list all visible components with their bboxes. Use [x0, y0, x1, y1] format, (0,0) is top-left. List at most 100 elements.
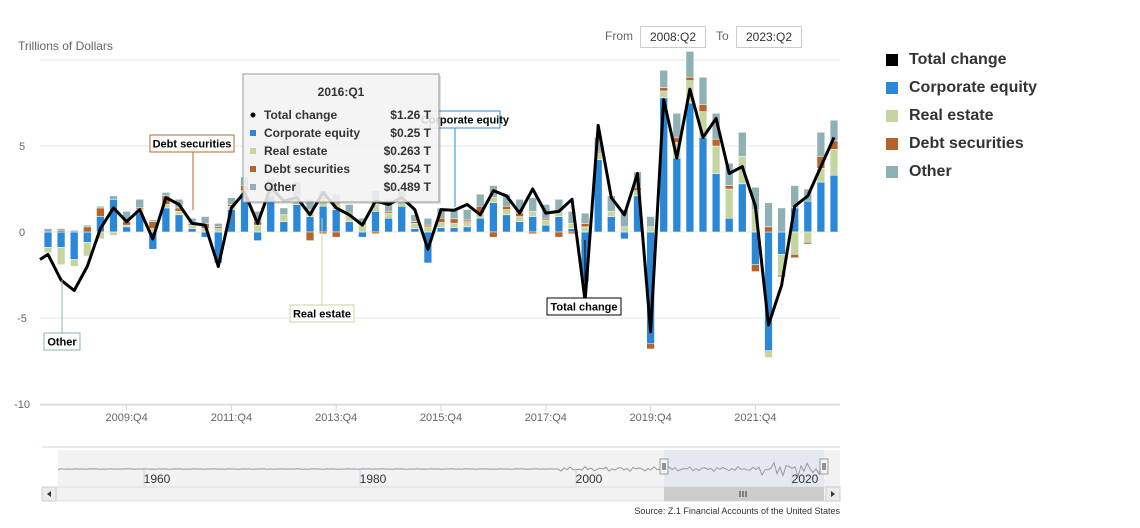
tooltip-row-label: Debt securities: [264, 162, 350, 176]
annotation-real-estate-box: [289, 304, 355, 323]
tooltip-box: [242, 73, 440, 203]
legend-item-real-estate[interactable]: Real estate: [886, 102, 1037, 130]
bar-real-estate: [725, 188, 734, 219]
navigator-year-label: 2020: [792, 472, 819, 486]
bar-real-estate: [109, 231, 118, 236]
bar-real-estate: [384, 212, 393, 219]
tooltip-marker: [250, 166, 256, 172]
bar-debt-securities: [711, 138, 721, 147]
tooltip-title: 2016:Q1: [318, 85, 365, 99]
annotation-real-estate-text: Real estate: [293, 309, 351, 321]
bar-corporate-equity: [436, 227, 446, 233]
y-tick-label: 5: [19, 141, 25, 153]
x-tick-label: 2009:Q4: [105, 412, 147, 424]
legend-swatch: [886, 54, 898, 66]
bar-debt-securities: [646, 343, 655, 350]
legend-item-debt-securities[interactable]: Debt securities: [886, 130, 1037, 158]
bar-other: [738, 131, 747, 157]
navigator-handle-left[interactable]: [659, 458, 669, 475]
bar-debt-securities: [659, 87, 668, 92]
bar-corporate-equity: [332, 209, 341, 233]
bar-real-estate: [711, 145, 721, 174]
x-tick-label: 2021:Q4: [734, 412, 776, 424]
bar-corporate-equity: [174, 214, 184, 233]
range-navigator[interactable]: 1960 1980 2000 2020: [41, 446, 841, 502]
bar-real-estate: [122, 224, 131, 228]
bar-real-estate: [580, 226, 590, 233]
tooltip-row-value: $0.263 T: [384, 144, 432, 158]
bar-real-estate: [449, 222, 459, 228]
navigator-handle-right[interactable]: [819, 458, 829, 475]
bar-other: [764, 202, 773, 228]
legend-label: Other: [909, 163, 952, 180]
bar-other: [423, 217, 433, 226]
y-axis-ticks: 5 0 -5 -10: [14, 141, 30, 411]
bar-debt-securities: [384, 211, 393, 214]
legend-swatch: [886, 82, 898, 94]
bar-corporate-equity: [528, 216, 537, 233]
bar-corporate-equity: [83, 231, 92, 243]
tooltip-row-value: $1.26 T: [390, 108, 431, 122]
navigator-scrollbar-thumb[interactable]: [664, 487, 824, 501]
navigator-year-label: 1980: [360, 472, 387, 486]
bar-debt-securities: [698, 104, 708, 112]
tooltip-row-value: $0.25 T: [390, 126, 431, 140]
y-tick-label: 0: [19, 227, 25, 239]
bar-corporate-equity: [803, 200, 812, 233]
bar-corporate-equity: [463, 226, 472, 233]
x-tick-label: 2019:Q4: [629, 412, 671, 424]
tooltip-row-label: Corporate equity: [264, 126, 360, 140]
range-from-label: From: [605, 29, 633, 43]
bar-corporate-equity: [345, 221, 354, 233]
bar-corporate-equity: [711, 173, 721, 233]
bar-corporate-equity: [292, 204, 302, 233]
bar-corporate-equity: [70, 231, 79, 260]
bar-other: [580, 212, 590, 224]
bar-debt-securities: [685, 76, 695, 81]
legend-item-corporate-equity[interactable]: Corporate equity: [886, 74, 1037, 102]
annotation-debt-securities-text: Debt securities: [153, 139, 232, 151]
bar-real-estate: [43, 247, 53, 253]
arrow-left-icon: [47, 491, 51, 497]
bar-other: [201, 216, 210, 224]
range-to-input[interactable]: 2023:Q2: [736, 26, 802, 48]
tooltip-row-label: Real estate: [264, 144, 328, 158]
bar-corporate-equity: [371, 211, 380, 233]
bar-real-estate: [83, 242, 92, 257]
bar-corporate-equity: [829, 174, 839, 233]
source-note: Source: Z.1 Financial Accounts of the Un…: [634, 506, 840, 516]
bar-corporate-equity: [109, 199, 118, 233]
bar-debt-securities: [371, 231, 380, 234]
bar-corporate-equity: [384, 217, 393, 233]
tooltip-row-label: Other: [264, 180, 296, 194]
bar-real-estate: [515, 216, 524, 222]
bar-other: [135, 199, 144, 209]
bar-corporate-equity: [607, 216, 616, 233]
bar-corporate-equity: [725, 217, 734, 233]
bar-debt-securities: [214, 226, 223, 229]
bar-corporate-equity: [161, 207, 171, 233]
bar-other: [43, 228, 53, 233]
x-tick-label: 2011:Q4: [211, 412, 252, 424]
legend-swatch: [886, 166, 898, 178]
bar-other: [96, 205, 105, 209]
legend-item-other[interactable]: Other: [886, 158, 1037, 186]
arrow-right-icon: [831, 491, 835, 497]
legend-item-total-change[interactable]: Total change: [886, 46, 1037, 74]
bar-real-estate: [214, 228, 223, 233]
tooltip: 2016:Q1 Total change $1.26 T Corporate equi…: [242, 73, 441, 204]
bar-debt-securities: [56, 230, 66, 233]
bar-real-estate: [659, 90, 668, 99]
range-from-input[interactable]: 2008:Q2: [640, 26, 706, 48]
navigator-series-line: [57, 459, 829, 479]
annotation-total-change-text: Total change: [550, 302, 617, 314]
bar-other: [109, 195, 118, 200]
bar-corporate-equity: [187, 228, 197, 233]
x-axis: 2009:Q4 2011:Q4 2013:Q4 2015:Q4 2017:Q4 2019:…: [40, 404, 840, 424]
bar-corporate-equity: [318, 205, 328, 233]
bar-corporate-equity: [449, 227, 459, 233]
bar-other: [685, 51, 695, 78]
bar-debt-securities: [305, 231, 315, 241]
bar-real-estate: [187, 224, 197, 229]
